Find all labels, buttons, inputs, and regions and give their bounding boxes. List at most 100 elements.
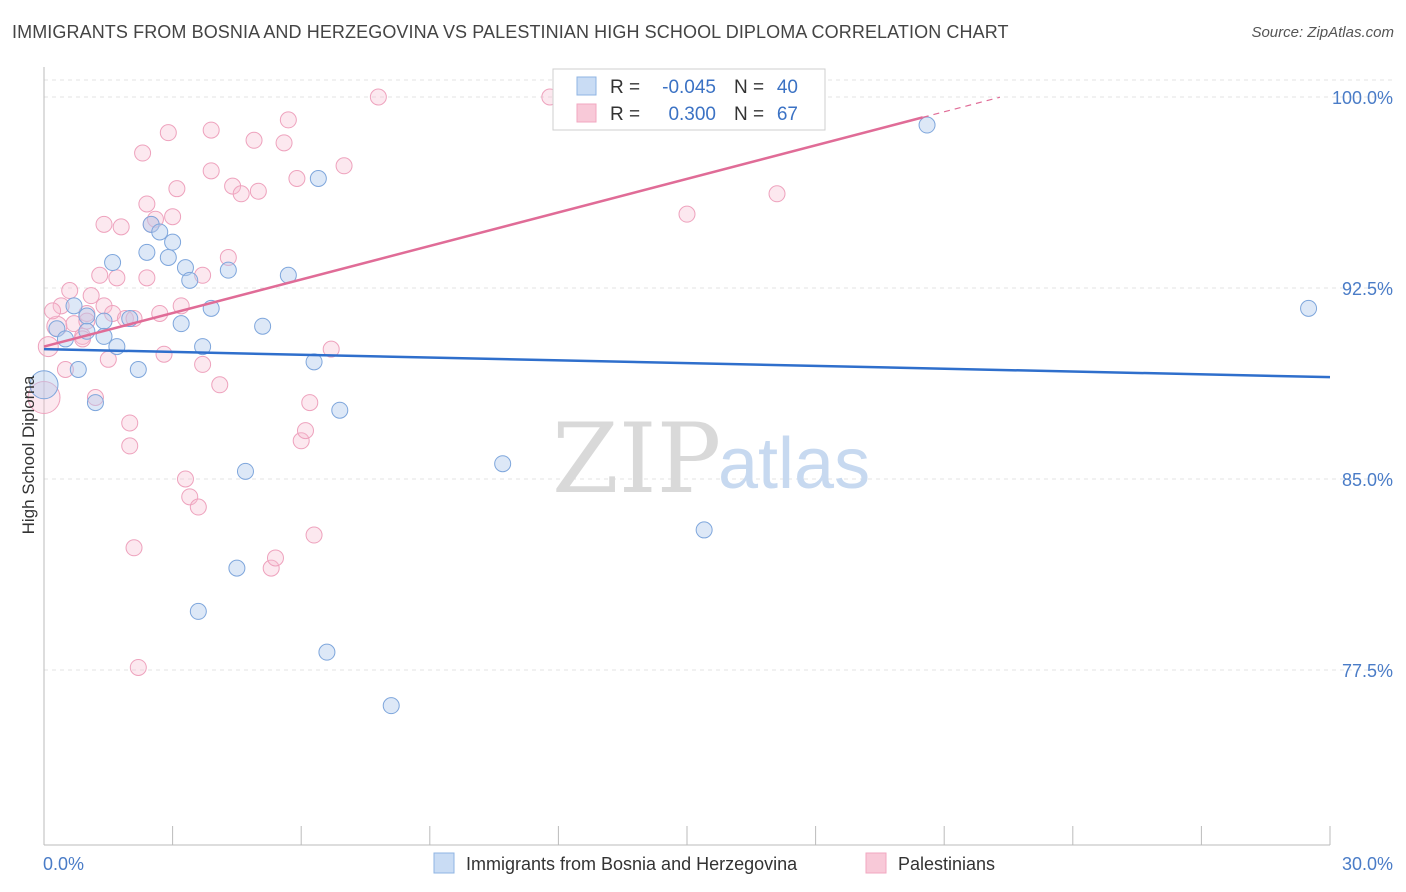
palestinian-point-16 bbox=[108, 269, 126, 287]
palestinian-point-53 bbox=[301, 394, 319, 412]
bosnia-point-27 bbox=[236, 462, 254, 480]
palestinian-point-65 bbox=[138, 269, 156, 287]
palestinian-point-64 bbox=[78, 312, 96, 330]
y-axis-label: High School Diploma bbox=[19, 375, 38, 534]
bosnia-point-26 bbox=[228, 559, 246, 577]
trend-lines bbox=[43, 96, 1331, 379]
palestinian-point-45 bbox=[249, 182, 267, 200]
legend-swatch-palestinians bbox=[865, 852, 887, 874]
bosnia-point-22 bbox=[189, 602, 207, 620]
palestinian-point-56 bbox=[335, 157, 353, 175]
bosnia-point-17 bbox=[159, 248, 177, 266]
series-palestinians-points bbox=[27, 88, 786, 676]
watermark: ZIP atlas bbox=[552, 403, 870, 515]
palestinian-point-51 bbox=[292, 432, 310, 450]
y-tick-label-1: 85.0% bbox=[1342, 470, 1393, 490]
bosnia-point-25 bbox=[219, 261, 237, 279]
bosnia-point-10 bbox=[104, 254, 122, 272]
bosnia-point-8 bbox=[95, 312, 113, 330]
chart-title: IMMIGRANTS FROM BOSNIA AND HERZEGOVINA V… bbox=[12, 22, 1009, 42]
bosnia-point-13 bbox=[129, 360, 147, 378]
palestinian-point-4 bbox=[56, 360, 74, 378]
palestinian-point-20 bbox=[121, 437, 139, 455]
palestinian-point-50 bbox=[288, 169, 306, 187]
bosnia-point-23 bbox=[194, 338, 212, 356]
palestinian-point-35 bbox=[189, 498, 207, 516]
palestinian-point-66 bbox=[44, 302, 62, 320]
palestinian-point-54 bbox=[305, 526, 323, 544]
bosnia-point-5 bbox=[78, 307, 96, 325]
x-tick-label-1: 30.0% bbox=[1342, 854, 1393, 874]
palestinian-point-30 bbox=[159, 124, 177, 142]
palestinian-point-17 bbox=[112, 218, 130, 236]
palestinian-point-49 bbox=[279, 111, 297, 129]
bosnia-point-32 bbox=[318, 643, 336, 661]
tick-labels: 77.5% 85.0% 92.5% 100.0% 0.0% 30.0% bbox=[43, 88, 1393, 874]
palestinian-point-33 bbox=[176, 470, 194, 488]
palestinian-point-32 bbox=[168, 180, 186, 198]
palestinian-point-22 bbox=[125, 539, 143, 557]
bosnia-point-18 bbox=[164, 233, 182, 251]
palestinian-point-13 bbox=[95, 215, 113, 233]
y-tick-label-2: 92.5% bbox=[1342, 279, 1393, 299]
palestinian-point-60 bbox=[678, 205, 696, 223]
bosnia-point-4 bbox=[69, 360, 87, 378]
stats-n-label-2: N = bbox=[734, 104, 764, 125]
bosnia-point-36 bbox=[695, 521, 713, 539]
bosnia-point-31 bbox=[309, 169, 327, 187]
bosnia-point-19 bbox=[172, 315, 190, 333]
palestinian-point-39 bbox=[202, 121, 220, 139]
bosnia-point-35 bbox=[494, 455, 512, 473]
palestinian-point-36 bbox=[194, 266, 212, 284]
palestinian-point-52 bbox=[296, 422, 314, 440]
palestinian-point-6 bbox=[65, 315, 83, 333]
stats-box: R = -0.045 N = 40 R = 0.300 N = 67 bbox=[552, 68, 826, 131]
palestinian-point-46 bbox=[262, 559, 280, 577]
trend-line-palestinians bbox=[43, 116, 924, 348]
palestinian-point-24 bbox=[134, 144, 152, 162]
axes bbox=[43, 67, 1331, 846]
stats-r-label-1: R = bbox=[610, 77, 640, 98]
palestinian-point-38 bbox=[202, 162, 220, 180]
palestinian-point-0 bbox=[27, 381, 61, 415]
stats-n-value-2: 67 bbox=[777, 104, 798, 125]
palestinian-point-41 bbox=[219, 248, 237, 266]
bosnia-point-38 bbox=[1300, 299, 1318, 317]
palestinian-point-44 bbox=[245, 131, 263, 149]
stats-n-value-1: 40 bbox=[777, 77, 798, 98]
bosnia-point-33 bbox=[331, 401, 349, 419]
legend-label-bosnia: Immigrants from Bosnia and Herzegovina bbox=[466, 854, 798, 874]
palestinian-point-55 bbox=[322, 340, 340, 358]
stats-r-value-1: -0.045 bbox=[662, 77, 716, 98]
bosnia-point-16 bbox=[151, 223, 169, 241]
stats-n-label-1: N = bbox=[734, 77, 764, 98]
stats-swatch-palestinians bbox=[576, 103, 597, 123]
bosnia-point-37 bbox=[918, 116, 936, 134]
palestinian-point-61 bbox=[768, 185, 786, 203]
legend: Immigrants from Bosnia and Herzegovina P… bbox=[433, 852, 995, 874]
bosnia-point-0 bbox=[29, 370, 59, 400]
stats-r-value-2: 0.300 bbox=[668, 104, 716, 125]
bosnia-point-11 bbox=[108, 338, 126, 356]
palestinian-point-19 bbox=[121, 414, 139, 432]
bosnia-point-28 bbox=[254, 317, 272, 335]
palestinian-point-11 bbox=[91, 266, 109, 284]
bosnia-point-7 bbox=[86, 394, 104, 412]
palestinian-point-3 bbox=[52, 297, 70, 315]
stats-swatch-bosnia bbox=[576, 76, 597, 96]
palestinian-point-47 bbox=[266, 549, 284, 567]
y-tick-label-3: 100.0% bbox=[1332, 88, 1393, 108]
bosnia-point-20 bbox=[176, 259, 194, 277]
trend-line-bosnia bbox=[43, 347, 1331, 379]
trend-line-palestinians-extension bbox=[922, 96, 1001, 118]
bosnia-point-21 bbox=[181, 271, 199, 289]
palestinian-point-48 bbox=[275, 134, 293, 152]
palestinian-point-5 bbox=[61, 282, 79, 300]
bosnia-point-14 bbox=[138, 243, 156, 261]
palestinian-point-23 bbox=[129, 658, 147, 676]
watermark-zip: ZIP bbox=[552, 403, 721, 515]
palestinian-point-10 bbox=[86, 389, 104, 407]
legend-label-palestinians: Palestinians bbox=[898, 854, 995, 874]
palestinian-point-29 bbox=[155, 345, 173, 363]
